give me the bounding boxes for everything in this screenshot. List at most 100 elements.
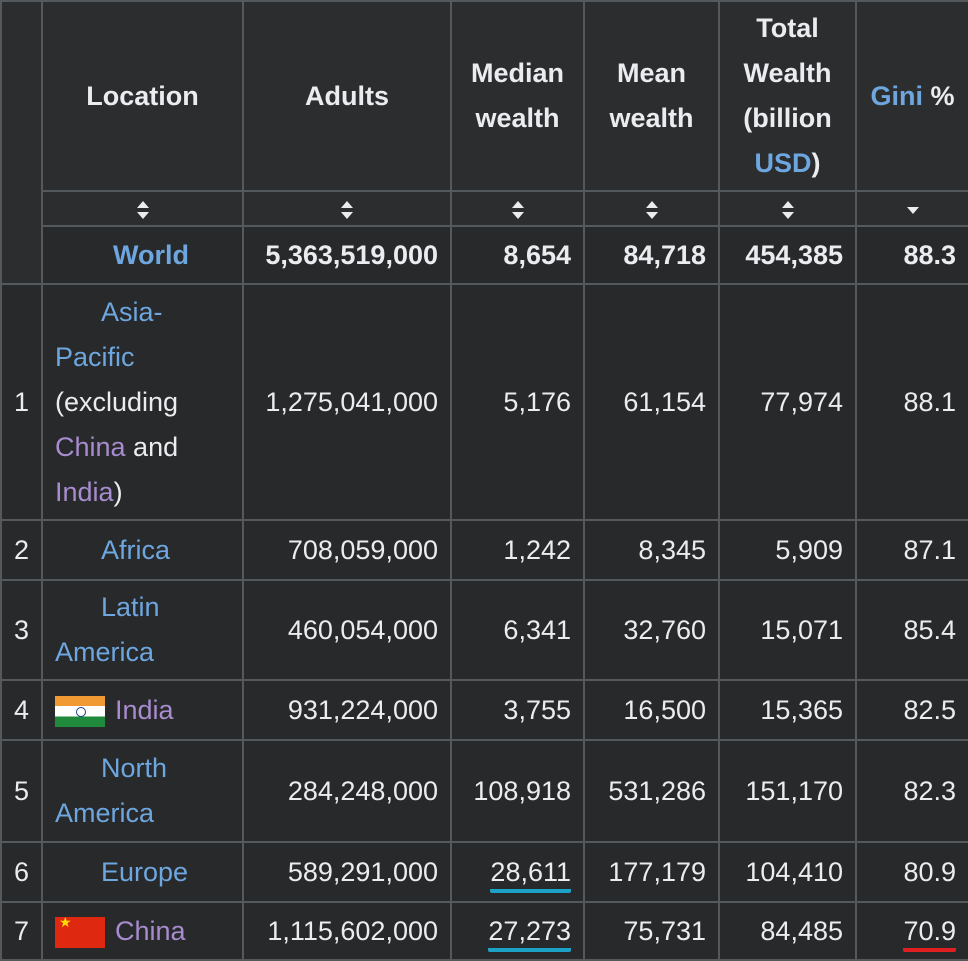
header-row: Location Adults Median wealth Mean wealt… xyxy=(0,0,968,285)
gini-cell: 82.5 xyxy=(855,679,968,741)
sort-both-icon xyxy=(136,200,150,219)
rank-cell: 3 xyxy=(0,579,43,681)
gini-cell: 82.3 xyxy=(855,739,968,843)
mean-cell: 531,286 xyxy=(583,739,720,843)
table-row: 7 China 1,115,602,000 27,273 75,731 84,4… xyxy=(0,901,968,961)
location-cell: India xyxy=(41,679,244,741)
median-cell: 5,176 xyxy=(450,283,585,521)
gini-cell: 80.9 xyxy=(855,841,968,903)
gini-header[interactable]: Gini % xyxy=(855,0,968,192)
sort-location-button[interactable] xyxy=(41,190,244,227)
table-row: 1 Asia- Pacific (excluding China and Indi… xyxy=(0,283,968,521)
location-cell: Latin America xyxy=(41,579,244,681)
sort-row xyxy=(1,190,968,227)
sort-both-icon xyxy=(511,200,525,219)
sort-descending-icon xyxy=(906,201,920,219)
table-row: 3 Latin America 460,054,000 6,341 32,760 … xyxy=(0,579,968,681)
world-row: World 5,363,519,000 8,654 84,718 454,385… xyxy=(1,225,968,285)
africa-link[interactable]: Africa xyxy=(101,534,171,565)
latin-america-link[interactable]: Latin America xyxy=(55,592,160,667)
highlighted-median: 28,611 xyxy=(490,856,571,893)
gini-link[interactable]: Gini xyxy=(870,80,923,111)
median-cell: 108,918 xyxy=(450,739,585,843)
gini-cell: 88.1 xyxy=(855,283,968,521)
adults-cell: 1,115,602,000 xyxy=(242,901,452,961)
total-cell: 151,170 xyxy=(718,739,857,843)
total-cell: 84,485 xyxy=(718,901,857,961)
total-cell: 77,974 xyxy=(718,283,857,521)
location-cell: North America xyxy=(41,739,244,843)
mean-cell: 75,731 xyxy=(583,901,720,961)
sort-total-button[interactable] xyxy=(718,190,857,227)
median-cell: 3,755 xyxy=(450,679,585,741)
sort-adults-button[interactable] xyxy=(242,190,452,227)
sort-gini-button[interactable] xyxy=(855,190,968,227)
world-adults: 5,363,519,000 xyxy=(242,225,452,285)
sort-both-icon xyxy=(340,200,354,219)
gini-cell: 70.9 xyxy=(855,901,968,961)
location-cell: Europe xyxy=(41,841,244,903)
mean-cell: 16,500 xyxy=(583,679,720,741)
rank-cell: 7 xyxy=(0,901,43,961)
total-cell: 15,365 xyxy=(718,679,857,741)
highlighted-gini: 70.9 xyxy=(903,915,956,952)
mean-cell: 177,179 xyxy=(583,841,720,903)
location-cell: Asia- Pacific (excluding China and India) xyxy=(41,283,244,521)
world-location: World xyxy=(41,225,244,285)
usd-link[interactable]: USD xyxy=(754,148,812,178)
total-cell: 104,410 xyxy=(718,841,857,903)
adults-cell: 460,054,000 xyxy=(242,579,452,681)
india-link[interactable]: India xyxy=(55,476,114,507)
china-link[interactable]: China xyxy=(55,431,126,462)
median-cell: 1,242 xyxy=(450,519,585,581)
world-total: 454,385 xyxy=(718,225,857,285)
gini-cell: 87.1 xyxy=(855,519,968,581)
rank-cell: 6 xyxy=(0,841,43,903)
north-america-link[interactable]: North America xyxy=(55,753,168,828)
sort-both-icon xyxy=(781,200,795,219)
rank-cell: 1 xyxy=(0,283,43,521)
china-flag-icon xyxy=(55,912,105,948)
world-gini: 88.3 xyxy=(855,225,968,285)
location-header[interactable]: Location xyxy=(41,0,244,192)
median-cell: 27,273 xyxy=(450,901,585,961)
india-flag-icon xyxy=(55,695,105,727)
sort-median-button[interactable] xyxy=(450,190,585,227)
total-wealth-header[interactable]: Total Wealth (billion USD) xyxy=(718,0,857,192)
gini-cell: 85.4 xyxy=(855,579,968,681)
rank-cell: 5 xyxy=(0,739,43,843)
mean-cell: 32,760 xyxy=(583,579,720,681)
mean-cell: 61,154 xyxy=(583,283,720,521)
adults-cell: 708,059,000 xyxy=(242,519,452,581)
table-row: 6 Europe 589,291,000 28,611 177,179 104,… xyxy=(0,841,968,903)
india-link[interactable]: India xyxy=(115,694,174,725)
rank-cell: 2 xyxy=(0,519,43,581)
location-cell: Africa xyxy=(41,519,244,581)
china-link[interactable]: China xyxy=(115,915,186,946)
sort-mean-button[interactable] xyxy=(583,190,720,227)
adults-cell: 284,248,000 xyxy=(242,739,452,843)
adults-cell: 931,224,000 xyxy=(242,679,452,741)
table-row: 4 India 931,224,000 3,755 16,500 15,365 … xyxy=(0,679,968,741)
median-cell: 6,341 xyxy=(450,579,585,681)
rank-header xyxy=(0,0,43,285)
mean-wealth-header[interactable]: Mean wealth xyxy=(583,0,720,192)
sort-both-icon xyxy=(645,200,659,219)
world-median: 8,654 xyxy=(450,225,585,285)
table-row: 2 Africa 708,059,000 1,242 8,345 5,909 8… xyxy=(0,519,968,581)
europe-link[interactable]: Europe xyxy=(101,856,189,887)
total-cell: 5,909 xyxy=(718,519,857,581)
adults-header[interactable]: Adults xyxy=(242,0,452,192)
world-link[interactable]: World xyxy=(113,239,189,270)
world-mean: 84,718 xyxy=(583,225,720,285)
asia-pacific-link[interactable]: Asia- Pacific xyxy=(55,296,163,372)
rank-cell: 4 xyxy=(0,679,43,741)
total-cell: 15,071 xyxy=(718,579,857,681)
table-row: 5 North America 284,248,000 108,918 531,2… xyxy=(0,739,968,843)
mean-cell: 8,345 xyxy=(583,519,720,581)
median-wealth-header[interactable]: Median wealth xyxy=(450,0,585,192)
adults-cell: 1,275,041,000 xyxy=(242,283,452,521)
adults-cell: 589,291,000 xyxy=(242,841,452,903)
highlighted-median: 27,273 xyxy=(488,915,571,952)
